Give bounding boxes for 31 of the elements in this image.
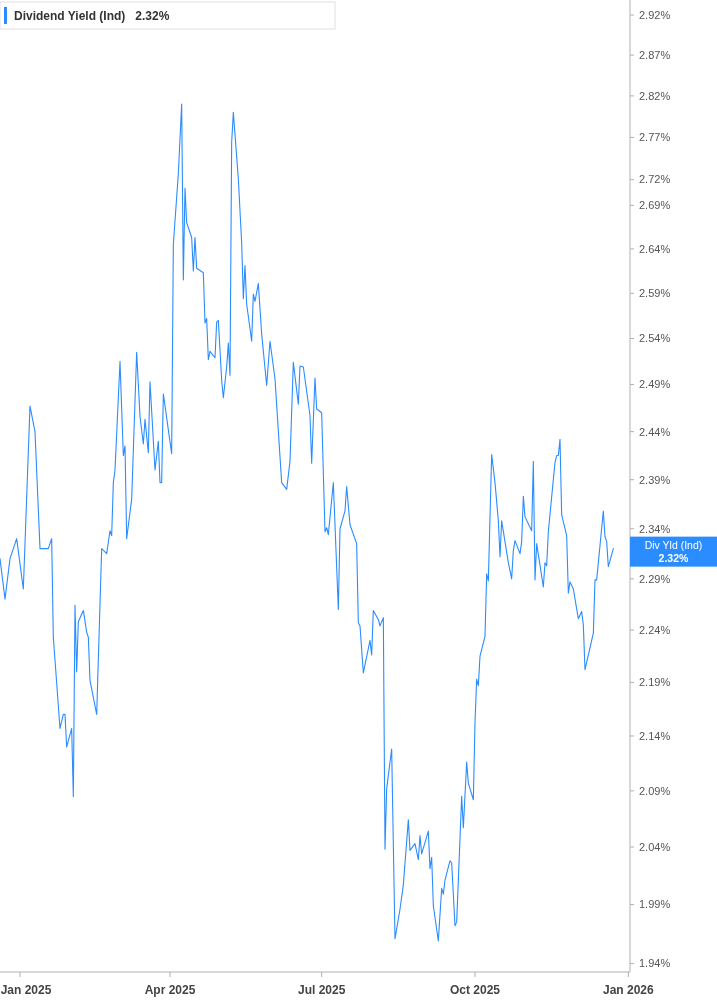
y-tick-label: 2.04% (639, 840, 671, 853)
y-tick-label: 2.24% (639, 623, 671, 636)
y-tick-label: 2.29% (639, 572, 671, 585)
y-tick-label: 2.54% (639, 332, 671, 345)
text: 2.32% (658, 551, 690, 564)
x-tick-label: Jan 2025 (0, 983, 52, 997)
y-tick-label: 2.14% (639, 729, 671, 742)
line-series (0, 103, 614, 942)
y-tick-label: 2.69% (639, 199, 671, 212)
y-tick-label: 2.19% (639, 676, 671, 689)
y-tick-label: 2.49% (639, 378, 671, 391)
y-tick-label: 2.64% (639, 242, 671, 255)
annotation: 2.32% (135, 9, 170, 23)
y-tick-label: 1.94% (639, 957, 671, 970)
text: Div Yld (Ind) (644, 538, 703, 551)
y-tick-label: 2.77% (639, 131, 671, 144)
legend-label: Dividend Yield (Ind) (14, 9, 126, 23)
x-tick-label: Jul 2025 (297, 983, 346, 997)
y-tick-label: 2.39% (639, 473, 671, 486)
y-tick-label: 2.59% (639, 287, 671, 300)
x-tick-label: Jan 2026 (602, 983, 655, 997)
y-tick-label: 2.34% (639, 522, 671, 535)
y-tick-label: 1.99% (639, 898, 671, 911)
y-tick-label: 2.92% (639, 8, 671, 21)
y-tick-label: 2.09% (639, 784, 671, 797)
y-tick-label: 2.44% (639, 425, 671, 438)
y-tick-label: 2.72% (639, 173, 671, 186)
x-tick-label: Apr 2025 (144, 983, 196, 997)
x-tick-label: Oct 2025 (449, 983, 501, 997)
y-tick-label: 2.87% (639, 48, 671, 61)
y-tick-label: 2.82% (639, 89, 671, 102)
